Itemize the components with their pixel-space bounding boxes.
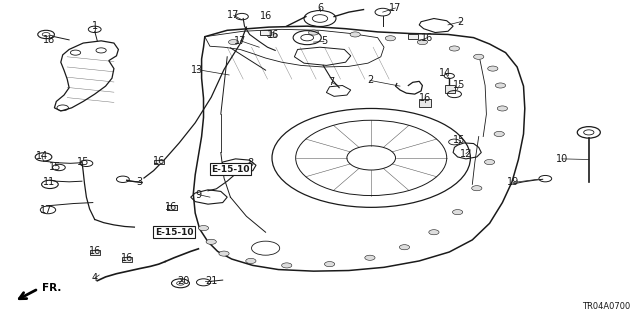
FancyBboxPatch shape xyxy=(167,205,177,210)
Circle shape xyxy=(417,40,428,45)
Text: E-15-10: E-15-10 xyxy=(155,228,193,237)
Text: 15: 15 xyxy=(453,135,466,145)
Circle shape xyxy=(429,230,439,235)
Circle shape xyxy=(206,239,216,244)
FancyBboxPatch shape xyxy=(260,30,271,35)
Text: 18: 18 xyxy=(42,35,55,45)
Circle shape xyxy=(267,33,277,38)
Circle shape xyxy=(198,226,209,231)
Circle shape xyxy=(497,106,508,111)
Text: 8: 8 xyxy=(248,158,254,168)
Circle shape xyxy=(474,54,484,59)
Circle shape xyxy=(324,262,335,267)
Circle shape xyxy=(365,255,375,260)
FancyBboxPatch shape xyxy=(90,250,100,255)
Text: TR04A0700: TR04A0700 xyxy=(582,302,630,311)
Text: 19: 19 xyxy=(507,177,520,188)
Text: 5: 5 xyxy=(321,36,327,47)
Circle shape xyxy=(385,36,396,41)
Text: 15: 15 xyxy=(453,80,466,91)
Text: 11: 11 xyxy=(42,177,55,188)
Text: 17: 17 xyxy=(40,205,52,215)
Text: 9: 9 xyxy=(195,189,202,200)
FancyBboxPatch shape xyxy=(122,257,132,262)
FancyBboxPatch shape xyxy=(419,99,431,107)
Text: 15: 15 xyxy=(77,157,90,167)
Text: 16: 16 xyxy=(120,253,133,263)
Circle shape xyxy=(282,263,292,268)
Text: 2: 2 xyxy=(367,75,373,85)
Circle shape xyxy=(494,131,504,137)
FancyBboxPatch shape xyxy=(445,85,455,93)
Text: 1: 1 xyxy=(92,20,98,31)
Circle shape xyxy=(495,83,506,88)
Circle shape xyxy=(399,245,410,250)
Text: 7: 7 xyxy=(328,77,335,87)
Circle shape xyxy=(449,46,460,51)
Text: 16: 16 xyxy=(165,202,178,212)
Circle shape xyxy=(308,30,319,35)
Text: 16: 16 xyxy=(419,93,431,103)
Circle shape xyxy=(228,40,239,45)
Text: 14: 14 xyxy=(35,151,48,161)
Text: FR.: FR. xyxy=(42,283,61,293)
Text: 16: 16 xyxy=(421,33,434,43)
Text: 16: 16 xyxy=(152,156,165,166)
Circle shape xyxy=(246,258,256,263)
Circle shape xyxy=(472,186,482,191)
Text: 17: 17 xyxy=(389,3,402,13)
Text: 17: 17 xyxy=(227,10,240,20)
Text: 20: 20 xyxy=(177,276,189,286)
Text: 13: 13 xyxy=(191,64,204,75)
Text: 3: 3 xyxy=(136,177,143,187)
Text: 16: 16 xyxy=(259,11,272,21)
Text: 17: 17 xyxy=(234,36,247,46)
Text: 2: 2 xyxy=(458,17,464,27)
FancyBboxPatch shape xyxy=(167,205,177,210)
Text: E-15-10: E-15-10 xyxy=(211,165,250,174)
Text: 4: 4 xyxy=(92,273,98,283)
Text: 15: 15 xyxy=(49,161,61,172)
FancyBboxPatch shape xyxy=(154,160,164,164)
Text: 16: 16 xyxy=(266,30,279,40)
Circle shape xyxy=(219,251,229,256)
Circle shape xyxy=(350,32,360,37)
Circle shape xyxy=(452,210,463,215)
Text: 16: 16 xyxy=(88,246,101,256)
FancyBboxPatch shape xyxy=(408,34,418,39)
Circle shape xyxy=(488,66,498,71)
Text: 14: 14 xyxy=(439,68,452,78)
Circle shape xyxy=(484,160,495,165)
Text: 21: 21 xyxy=(205,276,218,286)
Text: 10: 10 xyxy=(556,154,568,164)
Text: 12: 12 xyxy=(460,149,472,159)
Text: 6: 6 xyxy=(317,3,323,13)
